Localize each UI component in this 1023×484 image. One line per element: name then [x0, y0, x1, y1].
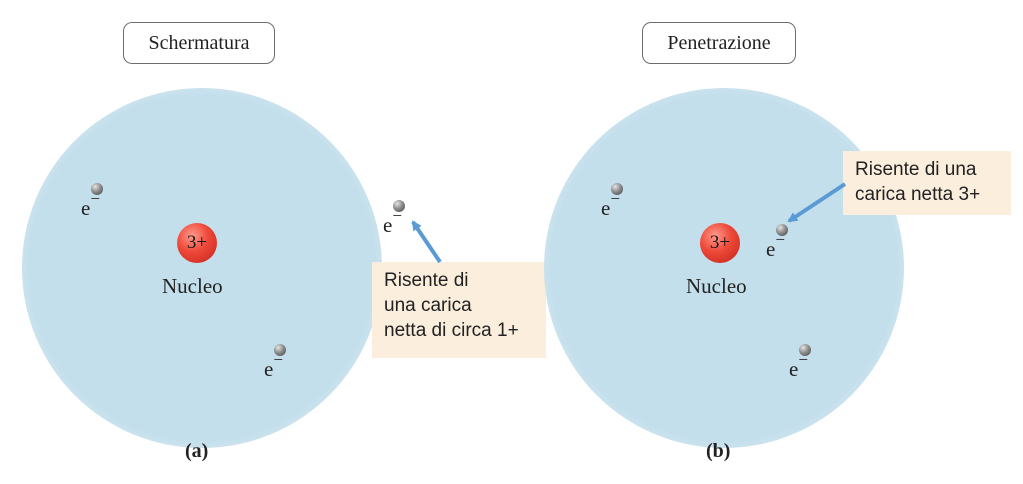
electron-symbol: e− [81, 189, 100, 220]
nucleus-a: 3+ [177, 223, 217, 263]
electron-ball [393, 200, 405, 212]
panel-label-b: (b) [706, 440, 731, 462]
title-box-schermatura: Schermatura [123, 22, 275, 64]
electron-ball [799, 344, 811, 356]
callout-shielding: Risente di una carica netta di circa 1+ [372, 262, 546, 358]
electron-symbol: e− [383, 206, 402, 237]
electron-symbol: e− [601, 189, 620, 220]
electron-a-outer: e− [383, 200, 413, 244]
electron-ball [274, 344, 286, 356]
title-box-penetrazione: Penetrazione [642, 22, 796, 64]
nucleus-b: 3+ [700, 223, 740, 263]
nucleus-label-a: Nucleo [162, 274, 223, 298]
callout-penetration: Risente di una carica netta 3+ [843, 151, 1011, 215]
electron-a-2: e− [264, 344, 294, 388]
arrow-a [411, 220, 442, 264]
electron-b-2: e− [789, 344, 819, 388]
electron-cloud-a [22, 88, 382, 448]
electron-symbol: e− [264, 350, 283, 381]
electron-b-1: e− [601, 183, 631, 227]
electron-a-1: e− [81, 183, 111, 227]
electron-symbol: e− [766, 230, 785, 261]
nucleus-label-b: Nucleo [686, 274, 747, 298]
panel-label-a: (a) [185, 440, 209, 462]
electron-cloud-b [544, 88, 904, 448]
electron-ball [91, 183, 103, 195]
electron-ball [776, 224, 788, 236]
electron-symbol: e− [789, 350, 808, 381]
electron-ball [611, 183, 623, 195]
electron-b-penetrating: e− [766, 224, 796, 268]
